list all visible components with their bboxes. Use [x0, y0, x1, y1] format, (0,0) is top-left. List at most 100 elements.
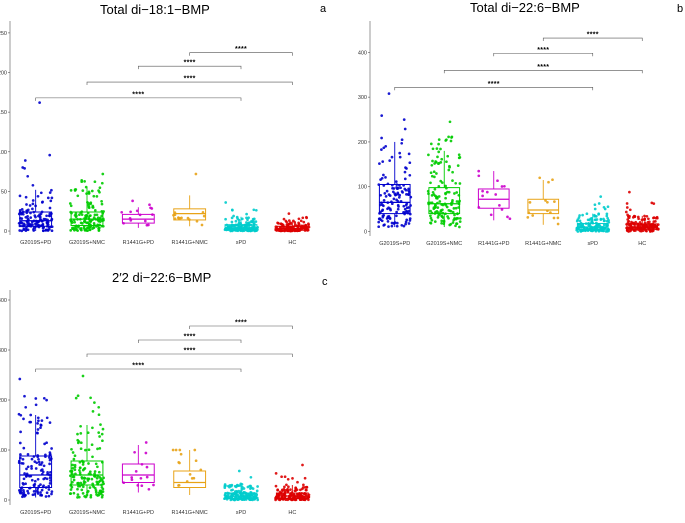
data-point — [173, 217, 177, 221]
data-point — [145, 223, 149, 227]
data-point — [101, 493, 104, 497]
data-point — [498, 204, 501, 207]
data-point — [90, 189, 94, 193]
data-point — [22, 483, 25, 486]
data-point — [634, 220, 638, 224]
data-point — [22, 446, 26, 450]
y-tick-label: 400 — [0, 298, 7, 304]
data-point — [436, 155, 439, 159]
data-point — [453, 213, 456, 217]
data-point — [224, 201, 228, 204]
data-point — [69, 229, 73, 232]
significance-bracket — [443, 69, 643, 74]
data-point — [93, 470, 97, 473]
data-point — [380, 114, 384, 117]
data-point — [71, 466, 75, 470]
data-point — [305, 488, 308, 492]
data-point — [247, 224, 251, 228]
data-point — [305, 486, 309, 489]
data-point — [437, 162, 440, 166]
data-point — [152, 483, 155, 487]
data-point — [391, 186, 394, 190]
data-point — [97, 431, 101, 434]
data-point — [26, 174, 30, 178]
data-point — [74, 227, 78, 230]
data-point — [87, 202, 90, 205]
data-point — [42, 477, 46, 481]
data-point — [48, 482, 52, 485]
data-point — [440, 215, 444, 218]
data-point — [393, 192, 397, 195]
data-point — [34, 403, 38, 407]
data-point — [144, 451, 148, 455]
data-point — [32, 483, 36, 487]
data-point — [130, 478, 134, 482]
data-point — [93, 213, 97, 217]
data-point — [457, 153, 461, 157]
data-point — [34, 215, 37, 219]
data-point — [242, 487, 246, 490]
data-point — [18, 377, 22, 381]
data-point — [48, 476, 52, 480]
data-point — [19, 413, 23, 417]
data-point — [36, 223, 39, 227]
data-point — [297, 217, 301, 221]
data-point — [48, 227, 51, 231]
data-point — [303, 476, 307, 480]
data-point — [50, 490, 54, 493]
data-point — [429, 181, 432, 185]
data-point — [93, 209, 97, 212]
data-point — [444, 192, 447, 196]
data-point — [429, 214, 432, 218]
data-point — [403, 207, 407, 211]
data-point — [99, 491, 103, 495]
panel-c-22-di-22-6-bmp: 2′2 di−22:6−BMP c 0 100 200 300 400 G2019S+PD G2… — [0, 270, 328, 516]
significance-label: **** — [184, 348, 196, 355]
data-point — [97, 413, 101, 417]
x-tick-label: HC — [288, 510, 296, 516]
data-point — [50, 229, 54, 233]
data-point — [404, 222, 407, 226]
data-point — [445, 160, 448, 164]
data-point — [80, 213, 84, 216]
data-point — [190, 477, 194, 480]
data-point — [199, 468, 203, 472]
data-point — [395, 214, 398, 218]
data-point — [285, 220, 289, 224]
data-point — [23, 167, 26, 170]
data-point — [387, 92, 391, 95]
data-point — [440, 157, 444, 161]
data-point — [98, 220, 102, 223]
jitter-points-R1441G+NMC — [172, 172, 206, 227]
data-point — [454, 206, 458, 210]
data-point — [20, 221, 24, 225]
data-point — [304, 223, 307, 227]
data-point — [430, 194, 434, 197]
data-point — [283, 475, 287, 479]
data-point — [101, 439, 104, 443]
data-point — [587, 223, 591, 227]
x-tick-label: G2019S+PD — [20, 240, 51, 246]
data-point — [388, 217, 392, 220]
data-point — [70, 221, 74, 224]
data-point — [405, 218, 409, 222]
y-tick-label: 100 — [0, 150, 7, 156]
data-point — [254, 220, 258, 223]
data-point — [458, 182, 462, 185]
data-point — [605, 212, 609, 216]
data-point — [202, 214, 206, 218]
data-point — [133, 450, 136, 454]
data-point — [276, 488, 279, 492]
data-point — [433, 206, 437, 210]
data-point — [231, 488, 234, 492]
data-point — [396, 186, 400, 190]
data-point — [437, 195, 441, 198]
data-point — [598, 224, 602, 227]
data-point — [301, 216, 305, 220]
y-tick-label: 150 — [0, 110, 7, 116]
data-point — [638, 220, 642, 224]
data-point — [39, 469, 43, 472]
data-point — [449, 222, 453, 226]
data-point — [400, 141, 404, 145]
data-point — [39, 483, 42, 486]
